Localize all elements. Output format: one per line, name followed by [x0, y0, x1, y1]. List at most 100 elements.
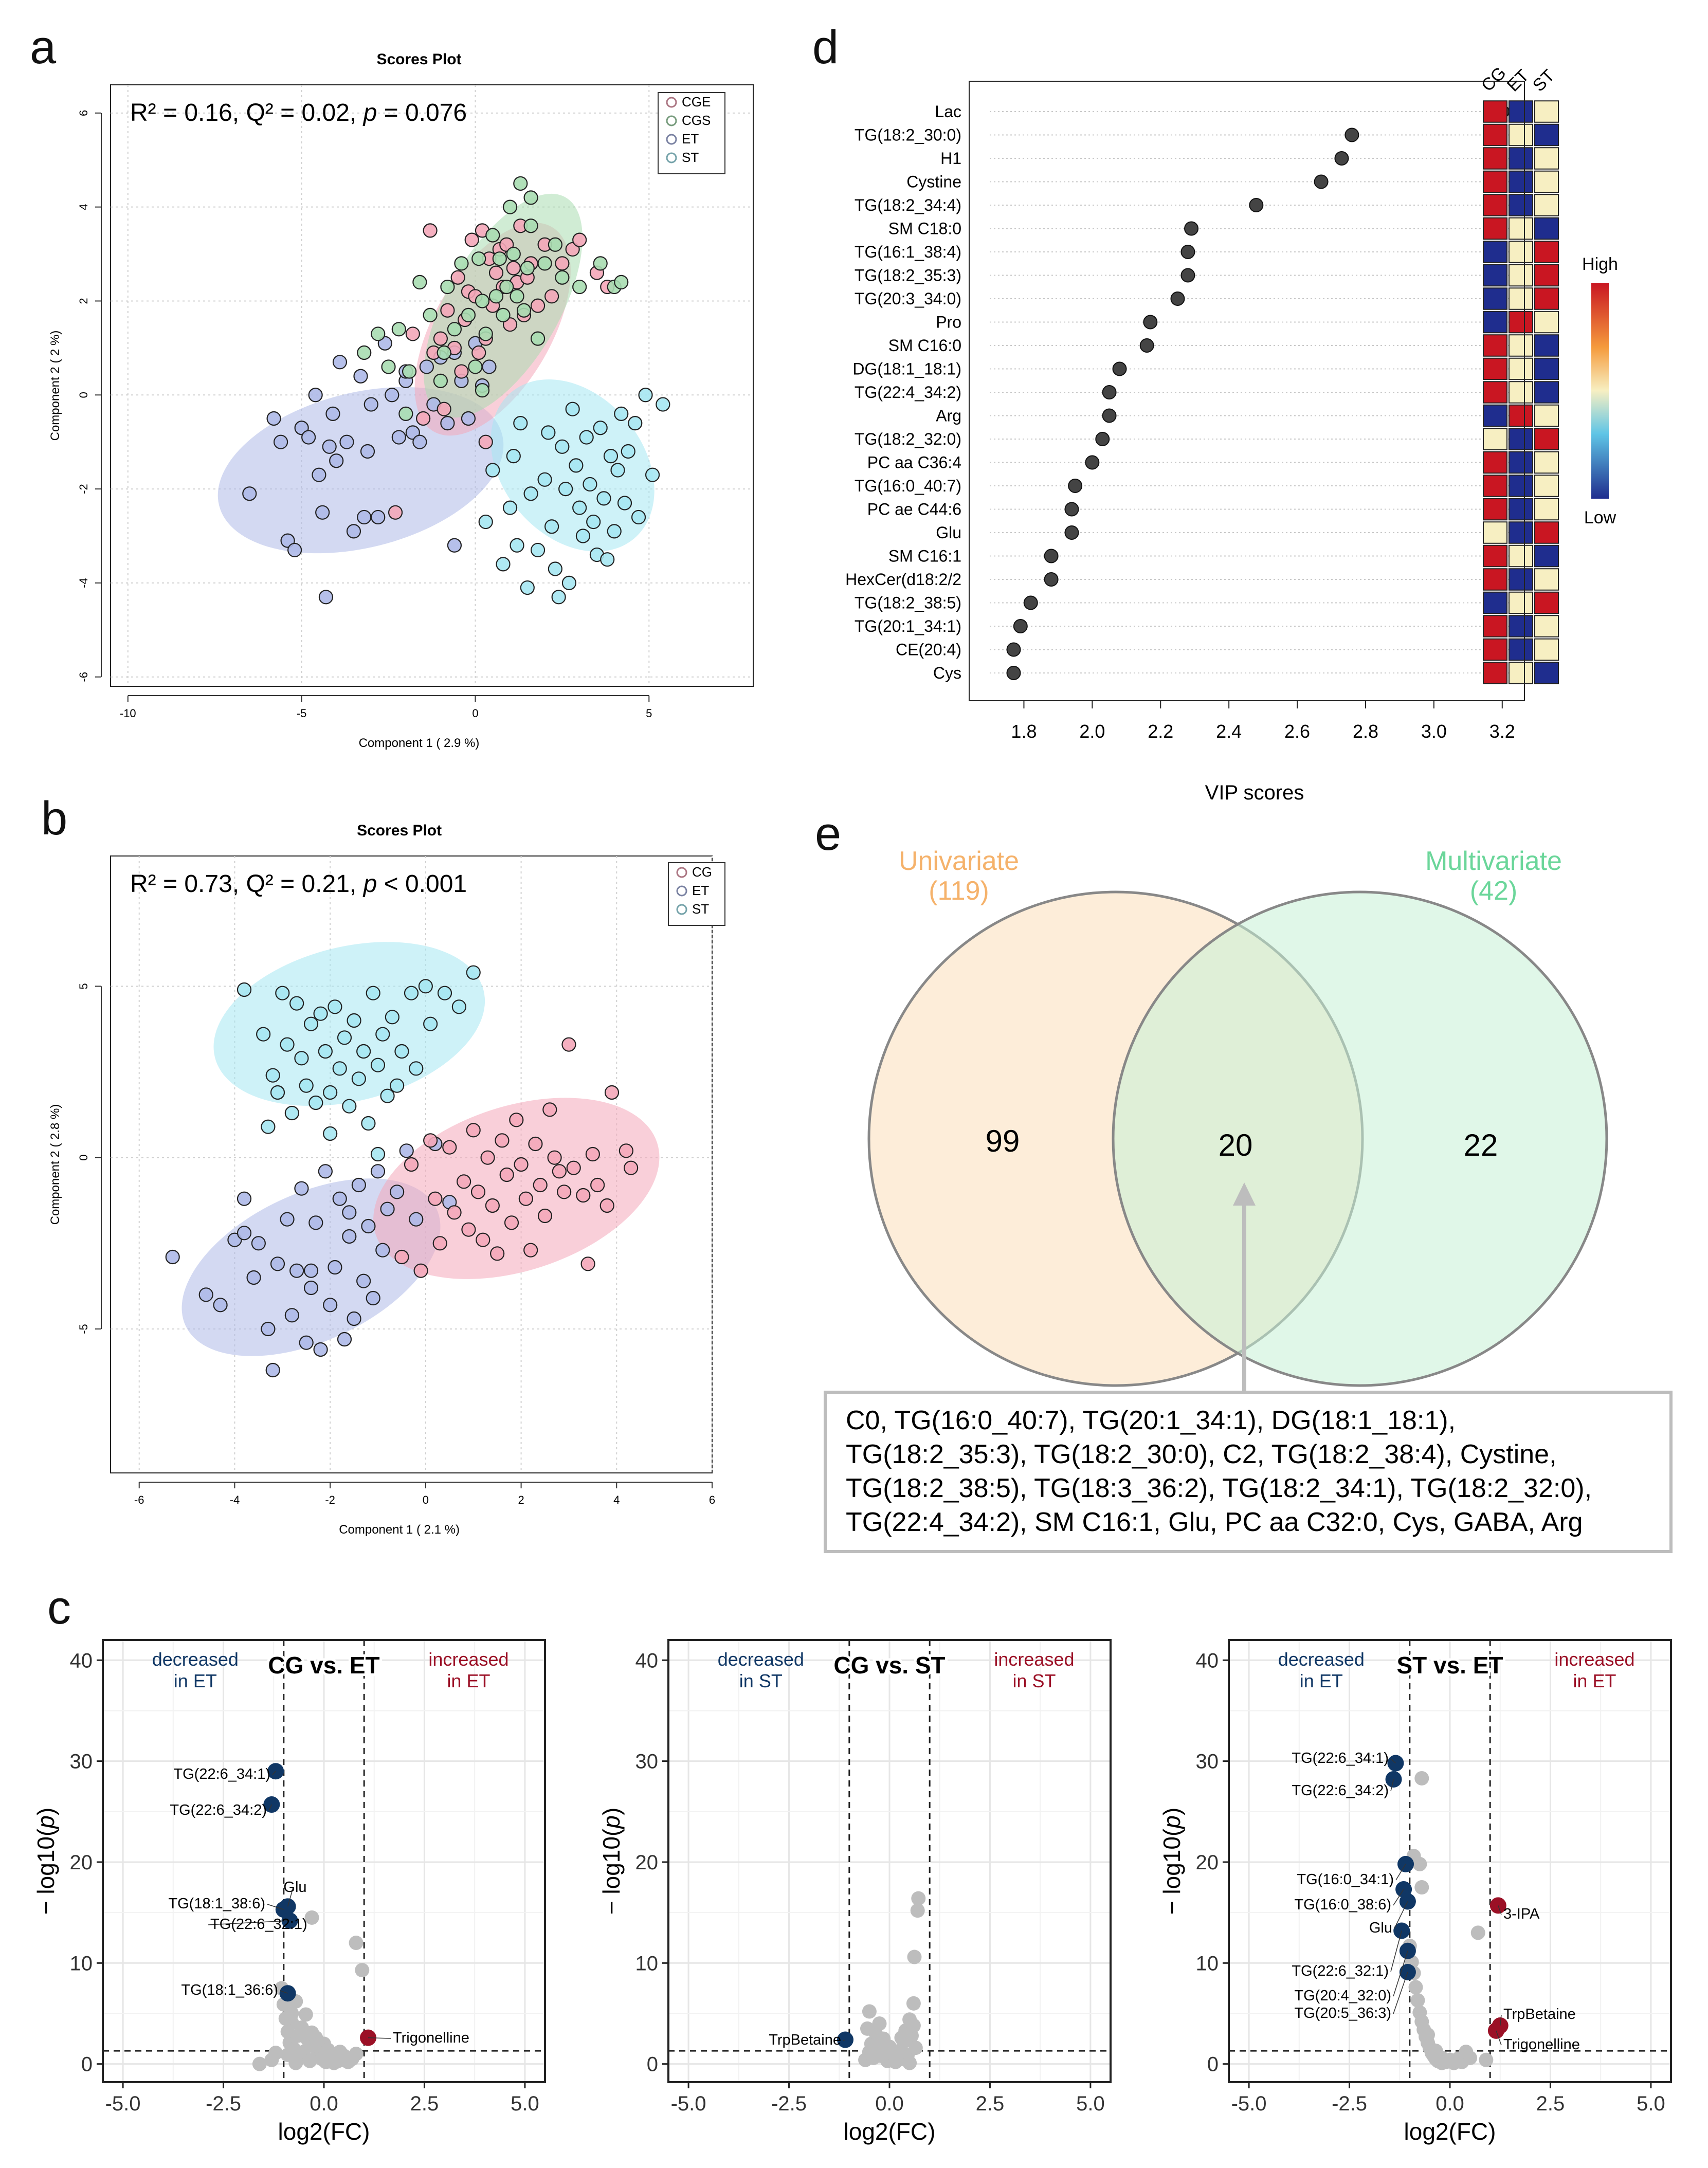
- legend-label-et: ET: [682, 131, 699, 147]
- heatmap-cell: [1534, 147, 1559, 170]
- heatmap-cell: [1483, 170, 1507, 193]
- data-point-st: [561, 575, 576, 591]
- x-tick-label: 3.2: [1489, 721, 1515, 742]
- data-point-et: [301, 430, 316, 445]
- data-point-ns: [1470, 1925, 1485, 1940]
- x-axis-label: log2(FC): [278, 2118, 370, 2145]
- label-leader: [843, 2039, 846, 2041]
- feature-label: Arg: [936, 407, 961, 425]
- heatmap-cell: [1483, 521, 1507, 544]
- heatmap-cell: [1483, 264, 1507, 287]
- data-point-cg: [619, 1143, 633, 1158]
- feature-label: SM C16:1: [888, 547, 961, 566]
- data-point-cg: [528, 1136, 543, 1152]
- data-point-cgs: [423, 307, 438, 322]
- heatmap-cell: [1483, 194, 1507, 216]
- vip-point: [1314, 174, 1329, 189]
- data-point-st: [303, 1016, 319, 1031]
- y-tick-label: 0: [647, 2053, 658, 2076]
- data-point-cg: [537, 1208, 553, 1224]
- label-leader: [208, 1920, 290, 1925]
- heatmap-cell: [1483, 334, 1507, 357]
- label-leader: [287, 1887, 294, 1907]
- data-point-et: [356, 1273, 371, 1288]
- x-tick-label: 2.2: [1148, 721, 1173, 742]
- vip-point: [1044, 572, 1059, 587]
- vip-scores-plot: Lac TG(18:2_30:0) H1 Cystine TG(18:2_34:4) SM…: [845, 63, 1618, 804]
- x-tick-label: 2: [518, 1493, 524, 1506]
- data-point-st: [631, 509, 646, 525]
- decreased-group-label: in ET: [174, 1670, 217, 1691]
- vip-point: [1085, 455, 1100, 470]
- point-label: Glu: [1369, 1920, 1392, 1936]
- data-point-st: [583, 477, 597, 492]
- data-point-st: [351, 1071, 366, 1086]
- data-point-cg: [599, 1198, 614, 1213]
- data-point-et: [287, 542, 302, 558]
- data-point-cgs: [391, 322, 406, 337]
- data-point-cgs: [510, 289, 524, 304]
- y-axis-label: − log10(p): [598, 1808, 625, 1915]
- data-point-et: [440, 416, 455, 431]
- increased-group-label: in ET: [447, 1670, 490, 1691]
- decreased-label: decreased: [152, 1649, 239, 1670]
- x-tick-label: -10: [120, 707, 136, 720]
- heatmap-cell: [1509, 194, 1533, 216]
- legend-marker-cg: [676, 867, 687, 878]
- point-label: TG(20:4_32:0): [1294, 1988, 1391, 2004]
- plot-title: Scores Plot: [357, 822, 442, 839]
- data-point-cge: [530, 298, 546, 313]
- y-tick-label: -2: [77, 484, 90, 494]
- y-tick-label: 20: [635, 1851, 659, 1874]
- data-point-st: [275, 986, 290, 1000]
- data-point-st: [409, 1061, 424, 1076]
- feature-label: PC aa C36:4: [867, 453, 961, 472]
- feature-label: Pro: [936, 313, 961, 332]
- heatmap-cell: [1509, 475, 1533, 497]
- y-tick-label: 10: [1196, 1952, 1219, 1975]
- heatmap-cell: [1483, 428, 1507, 450]
- vip-point: [1064, 525, 1079, 540]
- data-point-et: [312, 467, 326, 482]
- data-point-down: [837, 2031, 853, 2048]
- feature-label: HexCer(d18:2/2: [845, 570, 961, 589]
- x-tick-label: -2.5: [771, 2092, 807, 2115]
- data-point-cgs: [485, 228, 500, 243]
- heatmap-cell: [1534, 475, 1559, 497]
- data-point-st: [610, 463, 625, 478]
- data-point-cge: [506, 261, 521, 276]
- point-label: TG(22:6_32:1): [1292, 1963, 1389, 1979]
- data-point-et: [346, 524, 361, 539]
- x-tick-label: 0.0: [310, 2092, 338, 2115]
- data-point-st: [323, 1126, 338, 1141]
- feature-label: SM C16:0: [888, 336, 961, 355]
- data-point-cg: [580, 1256, 595, 1271]
- data-point-st: [617, 496, 632, 511]
- data-point-cg: [566, 1160, 581, 1175]
- panel-label-b: b: [41, 792, 68, 845]
- data-point-ns: [1428, 2044, 1443, 2058]
- data-point-st: [261, 1119, 276, 1134]
- vip-point: [1334, 151, 1349, 166]
- data-point-st: [323, 1085, 338, 1100]
- data-point-st: [586, 514, 601, 530]
- heatmap-cell: [1483, 615, 1507, 637]
- region-right-count: 22: [1464, 1128, 1498, 1162]
- set-count-univariate: (119): [929, 876, 989, 906]
- data-point-st: [600, 552, 615, 567]
- data-point-cg: [523, 1243, 538, 1258]
- legend-marker-et: [676, 885, 687, 897]
- data-point-st: [356, 1044, 371, 1059]
- overlap-list-line: TG(22:4_34:2), SM C16:1, Glu, PC aa C32:…: [846, 1507, 1583, 1537]
- x-tick-label: -5.0: [105, 2092, 141, 2115]
- heatmap-cell: [1534, 264, 1559, 287]
- data-point-cgs: [475, 294, 490, 308]
- data-point-cgs: [572, 279, 587, 295]
- data-point-et: [399, 1143, 414, 1158]
- heatmap-cell: [1483, 544, 1507, 568]
- data-point-cg: [590, 1177, 605, 1193]
- data-point-ns: [298, 2007, 313, 2022]
- y-tick-label: 20: [1196, 1851, 1219, 1874]
- data-point-st: [628, 416, 643, 431]
- data-point-et: [237, 1191, 252, 1206]
